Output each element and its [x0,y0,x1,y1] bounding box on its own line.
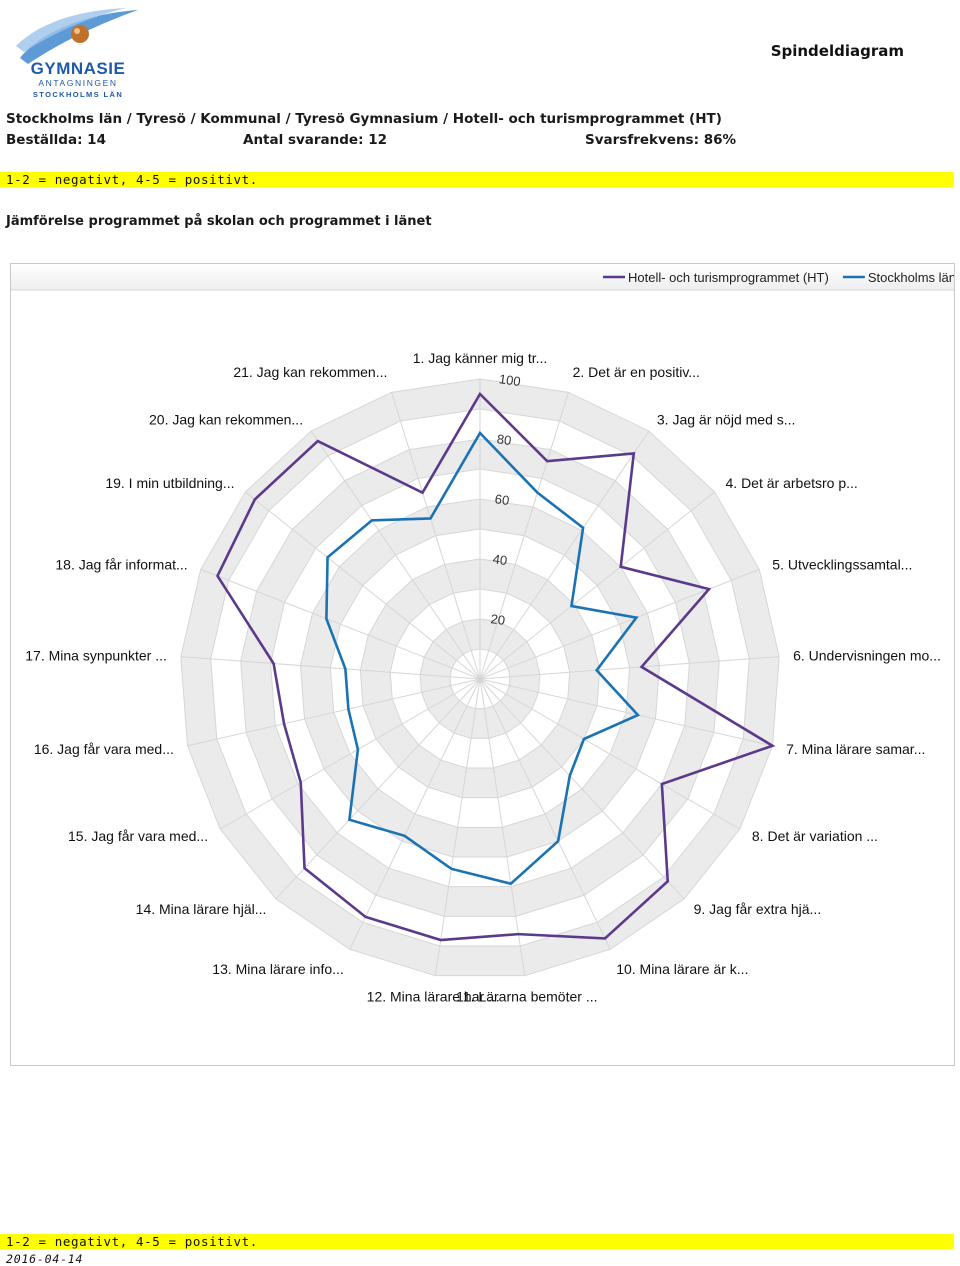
response-rate: Svarsfrekvens: 86% [585,132,737,148]
category-label: 14. Mina lärare hjäl... [136,901,267,917]
radial-tick-label: 40 [492,551,508,568]
series-line [325,430,641,886]
grid-spoke [187,678,481,747]
category-label: 10. Mina lärare är k... [616,961,748,977]
grid-ring [240,438,720,917]
grid-spoke [479,678,741,830]
radial-tick-label: 80 [496,431,512,448]
grid-spoke [391,392,481,680]
grid-ring [180,378,780,977]
report-date: 2016-04-14 [6,1252,84,1266]
grid-ring [389,588,571,769]
category-label: 19. I min utbildning... [105,475,234,491]
legend-strip [11,264,954,290]
logo-swoosh-inner [16,8,126,52]
respondent-count: Antal svarande: 12 [243,132,387,148]
category-label: 16. Jag får vara med... [34,741,174,757]
grid-spoke [479,678,773,747]
grid-spoke [479,491,715,680]
ordered-count: Beställda: 14 [6,132,106,148]
category-label: 7. Mina lärare samar... [786,741,925,757]
grid-spoke [275,678,481,900]
grid-ring [359,558,601,799]
legend-label: Stockholms län [868,270,954,285]
category-label: 8. Det är variation ... [752,828,878,844]
grid-ring [270,468,690,888]
category-label: 17. Mina synpunkter ... [25,648,167,664]
category-label: 20. Jag kan rekommen... [149,412,303,428]
series-layer [216,391,776,942]
category-label: 18. Jag får informat... [55,556,187,572]
chart-heading: Jämförelse programmet på skolan och prog… [6,214,432,229]
grid-ring [210,408,750,947]
grid-spoke [219,678,481,830]
scale-note-top: 1-2 = negativt, 4-5 = positivt. [0,172,954,187]
radial-tick-labels: 20 40 60 80 100 [490,371,522,628]
grid-spoke [310,430,481,680]
category-label: 4. Det är arbetsro p... [726,475,858,491]
radar-chart: 20 40 60 80 100 1. Jag känner mig tr... 2. De… [11,264,956,1005]
grid-spoke [434,678,481,976]
category-label: 1. Jag känner mig tr... [413,350,548,366]
category-label: 6. Undervisningen mo... [793,648,941,664]
category-label: 3. Jag är nöjd med s... [657,412,796,428]
category-label: 9. Jag får extra hjä... [694,901,822,917]
category-label: 5. Utvecklingssamtal... [772,556,912,572]
grid-spoke [245,491,481,680]
logo-text-sub1: ANTAGNINGEN [38,78,117,88]
grid-spoke [479,678,611,950]
grid-spoke [479,430,650,680]
grid-spoke [479,656,780,680]
legend: Hotell- och turismprogrammet (HT) Stockho… [603,270,956,285]
radial-tick-label: 60 [494,491,510,508]
grid-spoke [479,678,526,976]
grid-spoke [479,568,760,680]
logo-text-sub2: STOCKHOLMS LÄN [33,90,123,99]
grid-ring [419,618,541,739]
series-line [216,391,776,942]
page-title: Spindeldiagram [770,42,904,60]
category-labels: 1. Jag känner mig tr... 2. Det är en posi… [25,350,941,1005]
grid-spoke [479,392,569,680]
gymnasieantagningen-logo: GYMNASIE ANTAGNINGEN STOCKHOLMS LÄN [16,8,138,99]
grid-spoke [180,656,481,680]
grid-ring [449,648,511,710]
category-label: 15. Jag får vara med... [68,828,208,844]
logo-text-main: GYMNASIE [31,59,126,78]
breadcrumb: Stockholms län / Tyresö / Kommunal / Tyr… [6,111,722,127]
chart-frame: 20 40 60 80 100 1. Jag känner mig tr... 2. De… [10,263,956,1066]
legend-label: Hotell- och turismprogrammet (HT) [628,270,829,285]
logo-globe [71,25,89,43]
grid-ring [329,528,631,828]
radial-tick-label: 20 [490,611,506,628]
logo-swoosh-outer [20,10,138,64]
radial-tick-label: 100 [498,371,522,389]
grid-spoke [200,568,481,680]
grid-spokes [180,379,780,976]
category-label: 11. Lärarna bemöter ... [456,989,597,1005]
category-label: 12. Mina lärare har ... [367,989,500,1005]
category-label: 13. Mina lärare info... [212,961,344,977]
category-label: 2. Det är en positiv... [573,364,700,380]
grid-lines [180,378,780,977]
scale-note-bottom: 1-2 = negativt, 4-5 = positivt. [0,1234,954,1249]
grid-spoke [479,678,685,900]
category-label: 21. Jag kan rekommen... [233,364,387,380]
grid-spoke [349,678,481,950]
